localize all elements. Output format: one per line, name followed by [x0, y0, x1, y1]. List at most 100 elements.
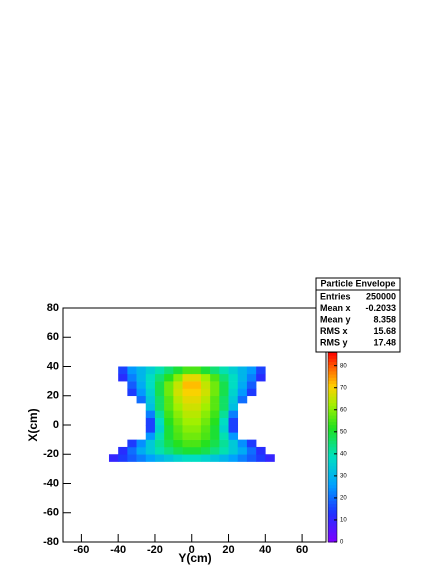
cell [219, 439, 229, 448]
palette-segment [328, 463, 337, 467]
cell [228, 403, 239, 411]
cell [219, 410, 229, 418]
cell [210, 410, 220, 418]
cell [200, 373, 211, 382]
x-tick-label: 60 [296, 544, 308, 556]
cell [145, 403, 156, 411]
x-axis-title: Y(cm) [178, 551, 211, 565]
cell [136, 373, 147, 382]
cell [228, 395, 239, 404]
z-tick-label: 30 [340, 473, 347, 479]
cell [200, 410, 211, 418]
palette-segment [328, 371, 337, 376]
palette-segment [328, 532, 337, 537]
cell [210, 388, 220, 397]
palette-segment [328, 434, 337, 439]
cell [154, 403, 165, 411]
palette-segment [328, 409, 337, 413]
stats-label: Mean y [320, 314, 351, 324]
palette-segment [328, 352, 337, 357]
cell [173, 454, 183, 462]
cell [246, 446, 257, 455]
cell [145, 417, 156, 426]
cell [228, 432, 239, 440]
palette-segment [328, 485, 337, 489]
cell [182, 417, 193, 426]
stats-label: RMS y [320, 337, 348, 347]
palette-segment [328, 390, 337, 395]
cell [145, 432, 156, 440]
cell [164, 410, 174, 418]
cell [164, 366, 174, 375]
y-axis-title: X(cm) [26, 408, 40, 441]
cell [173, 381, 183, 389]
palette-segment [328, 478, 337, 483]
cell [246, 454, 257, 462]
cell [154, 366, 165, 375]
cell [136, 446, 147, 455]
cell [210, 373, 220, 382]
palette-segment [328, 459, 337, 464]
cell [127, 366, 137, 375]
cell [228, 373, 239, 382]
cell [200, 403, 211, 411]
cell [191, 366, 202, 375]
cell [210, 454, 220, 462]
cell [265, 454, 275, 462]
palette-segment [328, 535, 337, 540]
cell [210, 381, 220, 389]
cell [182, 373, 193, 382]
cell [164, 439, 174, 448]
cell [164, 432, 174, 440]
cell [136, 395, 147, 404]
palette-segment [328, 406, 337, 410]
cell [200, 417, 211, 426]
cell [154, 388, 165, 397]
palette-segment [328, 513, 337, 518]
cell [219, 454, 229, 462]
cell [118, 454, 128, 462]
cell [164, 395, 174, 404]
cell [136, 439, 147, 448]
palette-segment [328, 396, 337, 401]
cell [145, 425, 156, 433]
cell [173, 439, 183, 448]
cell [200, 381, 211, 389]
cell [228, 366, 239, 375]
palette-segment [328, 469, 337, 474]
cell [145, 446, 156, 455]
palette-segment [328, 523, 337, 527]
cell [173, 432, 183, 440]
cell [200, 425, 211, 433]
palette-segment [328, 481, 337, 486]
palette-segment [328, 453, 337, 458]
z-tick-label: 0 [340, 540, 344, 546]
cell [173, 417, 183, 426]
y-tick-label: -20 [43, 448, 59, 460]
cell [173, 388, 183, 397]
cell [246, 439, 257, 448]
cell [164, 381, 174, 389]
cell [228, 410, 239, 418]
cell [237, 366, 248, 375]
palette-segment [328, 516, 337, 521]
cell [118, 366, 128, 375]
palette-segment [328, 491, 337, 496]
x-tick-label: -60 [73, 544, 89, 556]
palette-segment [328, 431, 337, 436]
cell [191, 373, 202, 382]
stats-value: 8.358 [373, 314, 396, 324]
y-tick-label: 40 [47, 360, 59, 372]
palette-segment [328, 444, 337, 448]
stats-value: 250000 [366, 291, 396, 301]
cell [210, 425, 220, 433]
cell [191, 410, 202, 418]
z-tick-label: 80 [340, 363, 347, 369]
palette-segment [328, 365, 337, 369]
palette-segment [328, 355, 337, 360]
stats-value: 17.48 [373, 337, 396, 347]
cell [246, 381, 257, 389]
cell [228, 388, 239, 397]
cell [127, 381, 137, 389]
